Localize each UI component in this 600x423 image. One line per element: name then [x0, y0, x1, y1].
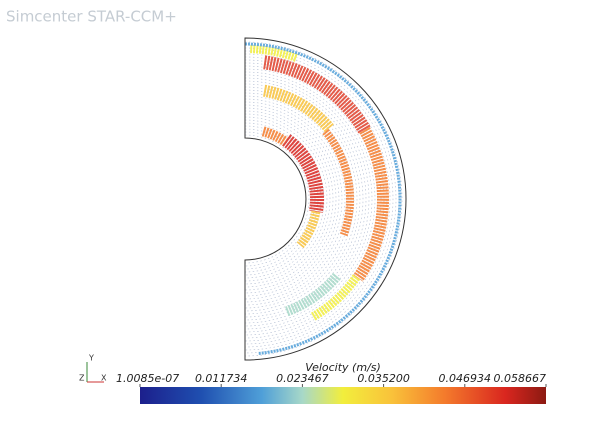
streak-ring — [244, 119, 325, 279]
colorbar — [140, 387, 546, 404]
streak-ring — [244, 101, 343, 297]
colorbar-label: 1.0085e-07 — [116, 372, 179, 385]
streak-ring — [244, 71, 373, 327]
streak-ring — [244, 134, 310, 264]
triad-z-label: Z — [79, 374, 85, 383]
streak-ring — [244, 47, 397, 351]
streak-ring — [244, 116, 328, 282]
velocity-band — [284, 272, 341, 317]
velocity-band — [310, 274, 361, 321]
colorbar-label: 0.058667 — [494, 372, 547, 385]
velocity-band — [322, 128, 354, 237]
streak-ring — [244, 98, 346, 300]
velocity-band — [282, 134, 324, 213]
colorbar-title: Velocity (m/s) — [305, 361, 381, 374]
velocity-band — [262, 84, 334, 133]
velocity-band — [250, 45, 298, 62]
streak-ring — [244, 50, 394, 348]
streak-ring — [244, 95, 349, 303]
triad-y-label: Y — [88, 354, 94, 363]
app-title: Simcenter STAR-CCM+ — [6, 8, 177, 26]
velocity-band — [244, 42, 402, 355]
colorbar-label: 0.023467 — [276, 372, 329, 385]
velocity-band — [353, 127, 389, 282]
streak-ring — [244, 80, 364, 318]
streak-ring — [244, 86, 358, 312]
streak-ring — [244, 68, 376, 330]
streak-ring — [244, 110, 334, 288]
flow-field — [244, 41, 403, 357]
domain-outline — [244, 37, 407, 361]
triad-x-label: X — [101, 374, 107, 383]
colorbar-label: 0.035200 — [357, 372, 410, 385]
colorbar-label: 0.046934 — [439, 372, 492, 385]
axis-triad: Y Z X — [79, 354, 107, 383]
streak-ring — [244, 83, 361, 315]
colorbar-labels: 1.0085e-07 0.011734 0.023467 0.035200 0.0469… — [116, 372, 547, 387]
streak-ring — [244, 77, 367, 321]
streak-ring — [244, 125, 319, 273]
velocity-band — [296, 210, 321, 249]
velocity-band — [261, 126, 289, 146]
streak-ring — [244, 113, 331, 285]
colorbar-label: 0.011734 — [195, 372, 248, 385]
